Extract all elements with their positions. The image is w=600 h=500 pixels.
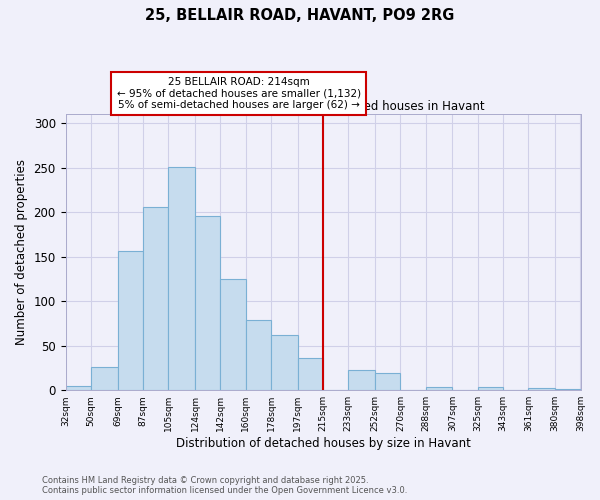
Bar (168, 167, 195, 390)
Bar (298, 358, 323, 390)
X-axis label: Distribution of detached houses by size in Havant: Distribution of detached houses by size … (176, 437, 470, 450)
Bar (426, 386, 452, 390)
Text: 25 BELLAIR ROAD: 214sqm
← 95% of detached houses are smaller (1,132)
5% of semi-: 25 BELLAIR ROAD: 214sqm ← 95% of detache… (116, 77, 361, 110)
Bar (375, 374, 400, 390)
Bar (143, 207, 168, 390)
Bar (529, 388, 555, 390)
Title: Size of property relative to detached houses in Havant: Size of property relative to detached ho… (161, 100, 485, 113)
Bar (118, 250, 143, 390)
Bar (65, 386, 91, 390)
Bar (220, 279, 245, 390)
Y-axis label: Number of detached properties: Number of detached properties (15, 160, 28, 346)
Bar (271, 335, 298, 390)
Bar (245, 320, 271, 390)
Bar (195, 216, 220, 390)
Bar (478, 386, 503, 390)
Text: 25, BELLAIR ROAD, HAVANT, PO9 2RG: 25, BELLAIR ROAD, HAVANT, PO9 2RG (145, 8, 455, 22)
Bar (91, 367, 118, 390)
Bar (349, 370, 375, 390)
Text: Contains HM Land Registry data © Crown copyright and database right 2025.
Contai: Contains HM Land Registry data © Crown c… (42, 476, 407, 495)
